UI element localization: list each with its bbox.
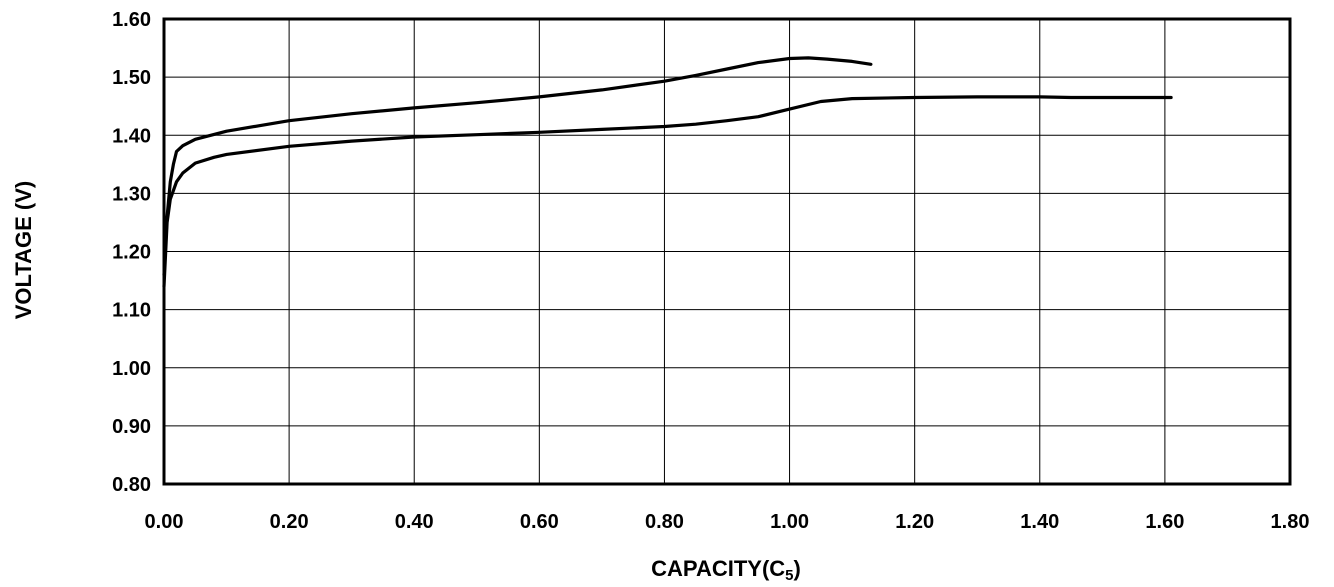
y-tick-label: 1.60 [112,9,151,31]
x-tick-label: 0.80 [645,511,684,533]
x-tick-labels: 0.00 0.20 0.40 0.60 0.80 1.00 1.20 1.40 1.60 1.80 [145,511,1310,533]
y-tick-label: 0.80 [112,474,151,496]
y-tick-label: 1.30 [112,183,151,205]
y-tick-labels: 0.80 0.90 1.00 1.10 1.20 1.30 1.40 1.50 1.60 [112,9,151,496]
x-tick-label: 1.80 [1271,511,1310,533]
y-tick-label: 1.20 [112,242,151,264]
x-axis-label-subscript: 5 [785,567,793,582]
x-axis-label: CAPACITY(C5) [651,556,801,582]
plot-frame [162,17,1292,486]
x-tick-label: 0.40 [395,511,434,533]
series-lines [162,56,1173,288]
series-line-2 [162,95,1173,288]
x-tick-label: 1.40 [1020,511,1059,533]
series-line-1 [162,56,873,277]
x-axis-label-close: ) [794,556,801,581]
x-tick-label: 1.00 [770,511,809,533]
y-tick-label: 1.40 [112,125,151,147]
x-tick-label: 0.00 [145,511,184,533]
x-tick-label: 1.60 [1145,511,1184,533]
x-axis-label-main: CAPACITY(C [651,556,785,581]
y-tick-label: 1.10 [112,300,151,322]
y-tick-label: 0.90 [112,416,151,438]
y-tick-label: 1.00 [112,358,151,380]
gridlines [163,18,1291,485]
x-tick-label: 0.60 [520,511,559,533]
y-axis-label: VOLTAGE (V) [11,181,36,320]
x-tick-label: 0.20 [270,511,309,533]
y-tick-label: 1.50 [112,67,151,89]
x-tick-label: 1.20 [895,511,934,533]
